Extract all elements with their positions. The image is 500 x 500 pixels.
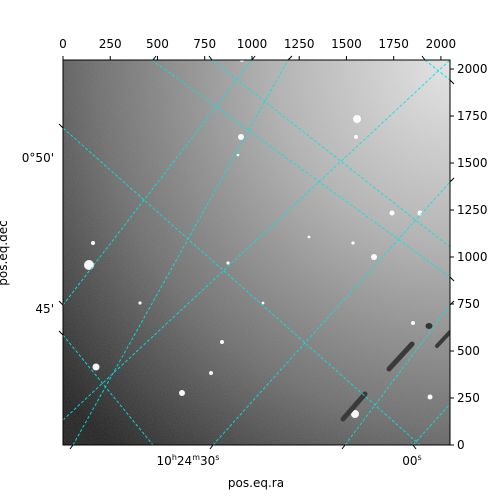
dark-blob: [425, 323, 433, 329]
sky-image: [63, 60, 450, 445]
y-axis-label: pos.eq.dec: [0, 220, 10, 285]
world-tick-13: [209, 444, 214, 450]
y-tick-label-6: 1500: [457, 156, 488, 170]
star-4: [220, 340, 224, 344]
x-tick-label-6: 1500: [331, 37, 362, 51]
source-layer: [84, 60, 450, 422]
star-5: [238, 134, 244, 140]
y-tick-label-1: 250: [457, 391, 480, 405]
x-tick-label-1: 250: [99, 37, 122, 51]
grid-line-5: [344, 304, 450, 445]
world-tick-0: [58, 123, 64, 129]
ra2-seconds: 00: [402, 454, 417, 468]
star-19: [236, 153, 240, 157]
world-tick-14: [341, 444, 346, 450]
ra-tick-label-1: 10h24m30s: [157, 453, 220, 468]
dec-tick-label-2: 45': [35, 302, 54, 316]
top-pixel-axis: 0 250 500 750 1000 1250 1500 1750 2000: [59, 37, 456, 60]
grid-line-9: [412, 403, 450, 445]
star-11: [411, 321, 415, 325]
ra1-seconds: 30: [200, 454, 215, 468]
ra2-s-sup: s: [418, 453, 422, 462]
world-tick-5: [287, 55, 293, 61]
world-tick-4: [251, 55, 256, 61]
world-tick-3: [152, 55, 157, 61]
star-14: [226, 261, 230, 265]
star-12: [427, 394, 433, 400]
star-9: [389, 210, 395, 216]
world-tick-10: [449, 300, 455, 306]
coordinate-grid: [63, 60, 450, 445]
y-tick-label-2: 500: [457, 344, 480, 358]
trail-3: [435, 330, 450, 348]
trail-1: [386, 341, 415, 372]
world-tick-8: [449, 177, 455, 183]
x-tick-label-0: 0: [59, 37, 67, 51]
ra1-hours: 10: [157, 454, 172, 468]
grid-line-6: [151, 60, 450, 278]
grid-line-0: [63, 127, 421, 445]
star-15: [138, 301, 142, 305]
x-tick-label-4: 1000: [237, 37, 268, 51]
world-tick-2: [58, 330, 64, 336]
star-13: [351, 410, 359, 418]
world-tick-11: [449, 79, 455, 85]
world-tick-6: [208, 55, 213, 61]
x-tick-label-5: 1250: [284, 37, 315, 51]
grid-line-1: [63, 60, 253, 306]
ra1-minutes: 24: [177, 454, 192, 468]
dec-tick-label-1: 0°50': [22, 151, 54, 165]
star-20: [91, 241, 95, 245]
y-tick-label-0: 0: [457, 438, 465, 452]
world-tick-15: [412, 444, 417, 450]
trail-2: [340, 391, 368, 422]
grid-line-8: [424, 60, 450, 81]
star-1: [92, 363, 100, 371]
grid-line-7: [211, 60, 450, 248]
grid-line-10: [63, 60, 450, 421]
world-tick-marks: [58, 55, 455, 450]
ra1-m-sup: m: [192, 453, 200, 462]
star-7: [354, 135, 358, 139]
plot-frame: [62, 59, 451, 446]
star-17: [261, 301, 265, 305]
star-18: [351, 241, 355, 245]
ra1-h-sup: h: [172, 453, 177, 462]
star-16: [307, 235, 311, 239]
x-tick-label-3: 750: [193, 37, 216, 51]
star-3: [209, 371, 213, 375]
y-tick-label-7: 1750: [457, 109, 488, 123]
world-tick-7: [421, 55, 426, 61]
y-tick-label-5: 1250: [457, 203, 488, 217]
grid-line-4: [72, 60, 289, 445]
world-tick-12: [69, 444, 74, 450]
ra-tick-label-2: 00s: [402, 453, 421, 468]
star-0: [84, 260, 94, 270]
ra1-s-sup: s: [215, 453, 219, 462]
grid-line-2: [63, 334, 154, 445]
x-tick-label-7: 1750: [378, 37, 409, 51]
world-tick-9: [449, 276, 455, 282]
y-tick-label-8: 2000: [457, 62, 488, 76]
x-tick-label-2: 500: [146, 37, 169, 51]
star-6: [353, 115, 361, 123]
x-axis-label: pos.eq.ra: [228, 476, 284, 490]
world-tick-1: [58, 300, 64, 306]
right-pixel-axis: 0 250 500 750 1000 1250 1500 1750 2000: [450, 62, 488, 452]
x-tick-label-8: 2000: [426, 37, 457, 51]
star-2: [179, 390, 185, 396]
star-8: [371, 254, 377, 260]
y-tick-label-3: 750: [457, 297, 480, 311]
y-tick-label-4: 1000: [457, 250, 488, 264]
grid-line-3: [212, 181, 450, 445]
